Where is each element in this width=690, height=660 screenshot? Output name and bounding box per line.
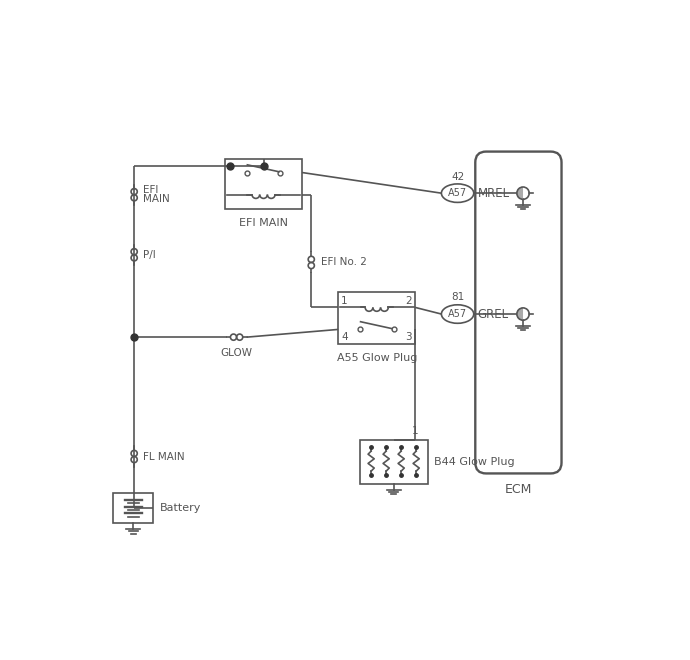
Wedge shape xyxy=(517,308,523,320)
Text: GREL: GREL xyxy=(477,308,509,321)
Text: B44 Glow Plug: B44 Glow Plug xyxy=(434,457,514,467)
Bar xyxy=(359,440,428,484)
Bar xyxy=(225,158,302,209)
Text: A57: A57 xyxy=(448,188,467,198)
Text: 1: 1 xyxy=(342,296,348,306)
Ellipse shape xyxy=(442,184,474,203)
Text: EFI: EFI xyxy=(144,185,159,195)
Text: MREL: MREL xyxy=(477,187,510,200)
Text: FL MAIN: FL MAIN xyxy=(144,451,185,461)
Bar xyxy=(338,292,415,344)
Text: Battery: Battery xyxy=(159,503,201,513)
Text: 81: 81 xyxy=(451,292,464,302)
Text: 3: 3 xyxy=(406,332,412,342)
Text: MAIN: MAIN xyxy=(144,194,170,205)
Text: EFI No. 2: EFI No. 2 xyxy=(321,257,366,267)
Ellipse shape xyxy=(442,305,474,323)
Text: EFI MAIN: EFI MAIN xyxy=(239,218,288,228)
Text: P/I: P/I xyxy=(144,249,156,260)
Text: 42: 42 xyxy=(451,172,464,182)
Wedge shape xyxy=(517,187,523,199)
Text: 4: 4 xyxy=(342,332,348,342)
Text: 2: 2 xyxy=(406,296,412,306)
Text: A57: A57 xyxy=(448,309,467,319)
Text: GLOW: GLOW xyxy=(221,348,253,358)
Text: A55 Glow Plug: A55 Glow Plug xyxy=(337,353,417,363)
Text: 1: 1 xyxy=(412,426,419,436)
Bar xyxy=(113,492,153,523)
Text: ECM: ECM xyxy=(504,483,532,496)
